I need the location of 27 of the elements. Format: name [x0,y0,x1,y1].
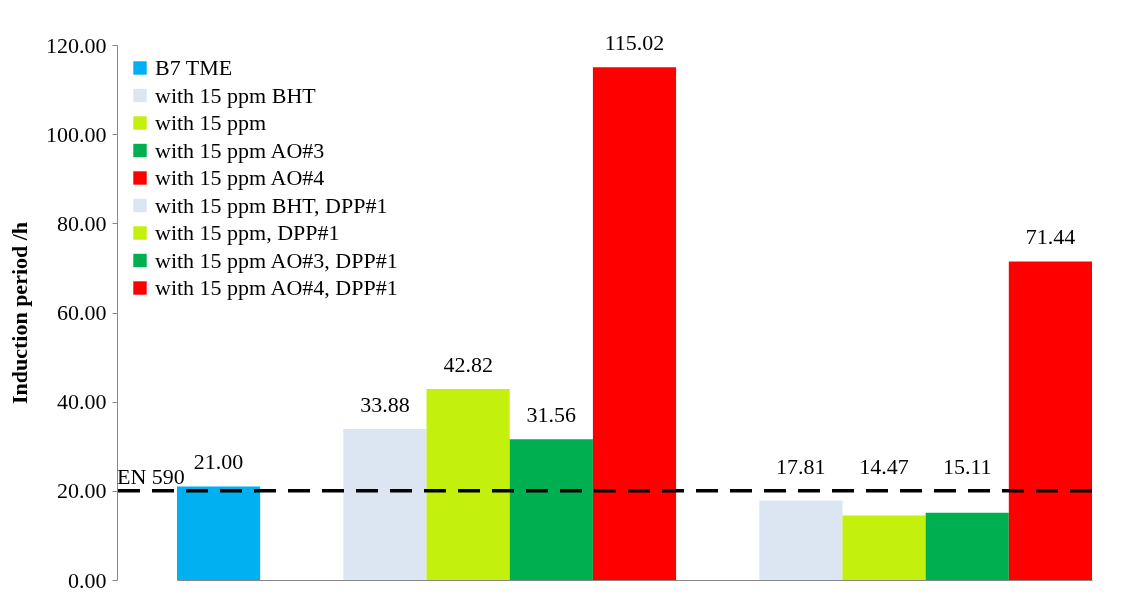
data-label: 17.81 [776,453,826,479]
data-label: 71.44 [1025,224,1076,250]
legend-label: with 15 ppm AO#4, DPP#1 [155,275,398,300]
legend-label: B7 TME [155,55,233,80]
data-label: 14.47 [859,453,909,479]
y-tick-label: 0.00 [68,567,107,593]
y-tick-label: 40.00 [57,389,107,415]
y-tick-label: 80.00 [57,210,107,236]
legend-label: with 15 ppm BHT, DPP#1 [155,192,388,218]
legend-label: with 15 ppm [155,110,267,135]
data-label: 21.00 [193,449,244,475]
y-tick-label: 20.00 [57,478,107,504]
legend-label: with 15 ppm, DPP#1 [155,220,340,245]
data-label: 115.02 [604,30,665,56]
y-tick-label: 100.00 [46,121,107,147]
legend-label: with 15 ppm BHT [155,82,317,108]
y-tick-label: 60.00 [57,300,107,325]
ref-line-label: EN 590 [117,463,185,489]
data-label: 33.88 [360,391,410,417]
legend-label: with 15 ppm AO#3 [155,137,325,163]
data-label: 31.56 [526,402,577,428]
legend-label: with 15 ppm AO#4 [155,165,325,190]
data-label: 42.82 [443,352,493,378]
legend-label: with 15 ppm AO#3, DPP#1 [155,247,398,273]
data-label: 15.11 [942,453,992,479]
y-tick-label: 120.00 [46,32,107,58]
y-axis-title: Induction period /h [7,221,32,405]
